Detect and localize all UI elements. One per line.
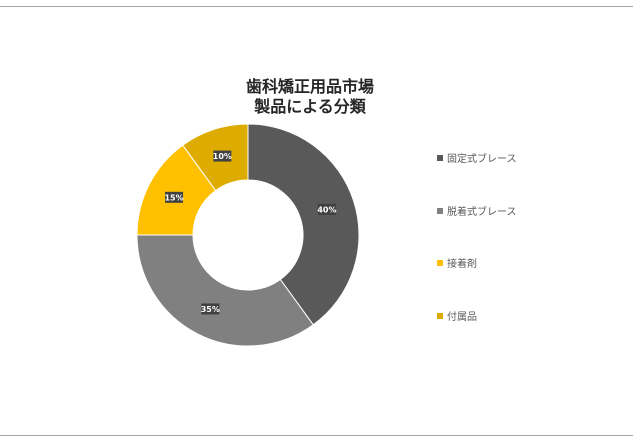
legend-label-fixed-braces: 固定式ブレース: [447, 154, 517, 165]
legend-swatch-accessories: [437, 312, 443, 319]
legend-item-fixed-braces: 固定式ブレース: [437, 150, 517, 165]
legend-swatch-fixed-braces: [437, 154, 443, 161]
data-label-text-adhesive: 15%: [164, 193, 183, 202]
donut-slice-removable-braces: [136, 234, 314, 347]
chart-title-line-2: 製品による分類: [254, 97, 366, 116]
legend-item-removable-braces: 脱着式ブレース: [437, 203, 517, 218]
data-label-box-adhesive: [165, 191, 184, 203]
data-label-box-fixed-braces: [317, 203, 336, 215]
legend-item-adhesive: 接着剤: [437, 255, 477, 270]
donut-slice-fixed-braces: [247, 123, 360, 326]
legend-label-adhesive: 接着剤: [447, 259, 477, 270]
data-label-accessories: 10%: [213, 150, 232, 162]
data-label-text-accessories: 10%: [213, 152, 232, 161]
data-label-text-fixed-braces: 40%: [317, 205, 336, 214]
top-border-line: [0, 6, 633, 7]
legend-label-accessories: 付属品: [447, 312, 477, 323]
legend-item-accessories: 付属品: [437, 308, 477, 323]
data-label-adhesive: 15%: [164, 191, 184, 203]
data-label-removable-braces: 35%: [201, 303, 220, 315]
bottom-border-line: [0, 435, 633, 436]
chart-title-line-1: 歯科矯正用品市場: [245, 77, 374, 96]
legend-label-removable-braces: 脱着式ブレース: [447, 207, 517, 218]
legend-swatch-adhesive: [437, 259, 443, 266]
data-label-fixed-braces: 40%: [317, 203, 337, 215]
data-label-box-removable-braces: [201, 303, 220, 315]
data-label-text-removable-braces: 35%: [201, 305, 220, 314]
legend-swatch-removable-braces: [437, 207, 443, 214]
data-label-box-accessories: [213, 150, 232, 162]
chart-title: 歯科矯正用品市場 製品による分類: [190, 77, 430, 117]
